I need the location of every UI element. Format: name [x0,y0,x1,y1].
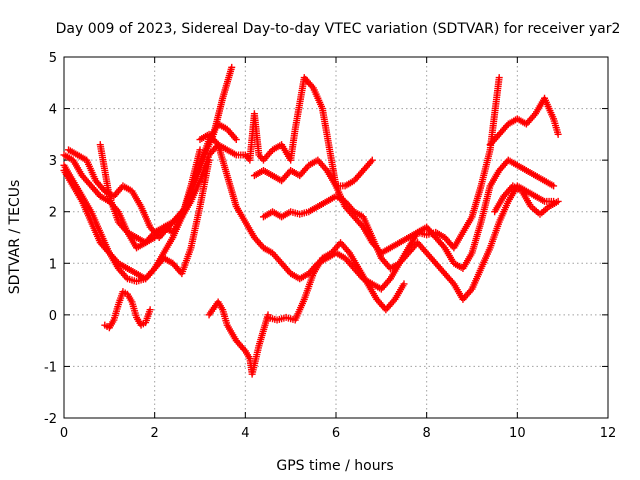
data-point [495,74,503,82]
series-arc-12 [241,74,503,257]
data-point [196,146,204,154]
series-arc-8 [205,298,272,378]
series-arc-11 [250,156,376,190]
x-tick-label: 2 [151,426,159,441]
grid [64,57,608,418]
series-arc-6 [101,288,154,332]
data-point [146,306,154,314]
data-point [228,63,236,71]
data-point [232,136,240,144]
y-axis-label: SDTVAR / TECUs [7,180,23,295]
series-arc-9 [264,239,408,324]
y-tick-label: 4 [49,103,57,118]
x-tick-label: 4 [241,426,249,441]
series-arc-3 [60,156,213,283]
x-axis-label: GPS time / hours [276,458,393,474]
x-tick-label: 12 [600,426,617,441]
y-tick-label: 5 [49,51,57,66]
x-tick-label: 10 [509,426,526,441]
y-tick-label: -2 [44,412,57,427]
y-tick-label: 1 [49,257,57,272]
series-arc-13 [486,94,562,149]
y-tick-label: 0 [49,309,57,324]
chart-title: Day 009 of 2023, Sidereal Day-to-day VTE… [56,21,621,37]
series-arc-1 [60,120,240,285]
data-marks [60,63,562,378]
data-point [368,156,376,164]
x-tick-label: 0 [60,426,68,441]
y-tick-label: -1 [44,360,57,375]
series-arc-14 [491,182,562,218]
data-point [554,197,562,205]
x-tick-label: 6 [332,426,340,441]
y-tick-label: 3 [49,154,57,169]
y-tick-label: 2 [49,206,57,221]
x-tick-label: 8 [423,426,431,441]
data-point [554,130,562,138]
data-point [550,182,558,190]
data-point [400,280,408,288]
